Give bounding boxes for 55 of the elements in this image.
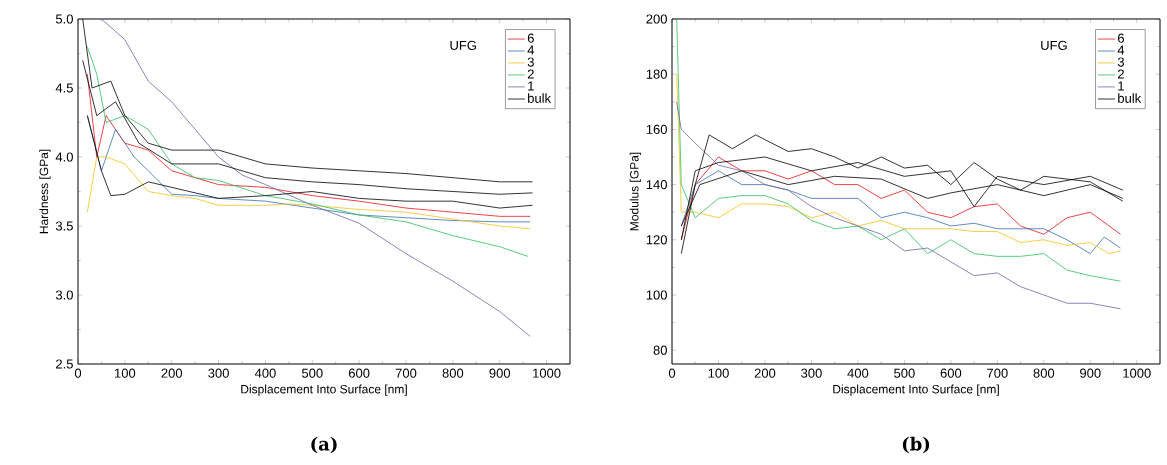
- legend-title: UFG: [1041, 40, 1067, 50]
- y-tick-label: 160: [646, 124, 667, 134]
- x-tick-label: 0: [74, 368, 82, 378]
- x-tick-label: 900: [489, 368, 511, 378]
- x-tick-label: 200: [161, 368, 183, 378]
- x-tick-label: 700: [987, 368, 1008, 378]
- x-tick-label: 1000: [533, 368, 561, 378]
- x-tick-label: 800: [442, 368, 464, 378]
- y-tick-label: 2.5: [56, 359, 73, 369]
- x-axis-title: Displacement Into Surface [nm]: [241, 384, 407, 396]
- x-axis-title: Displacement Into Surface [nm]: [833, 384, 999, 396]
- x-tick-label: 1000: [1123, 368, 1151, 378]
- x-tick-label: 600: [940, 368, 962, 378]
- legend-label: 1: [1118, 81, 1124, 91]
- x-tick-label: 800: [1033, 368, 1055, 378]
- legend-title: UFG: [450, 40, 476, 50]
- legend-label: 2: [527, 69, 534, 79]
- legend-label: 3: [527, 57, 534, 67]
- text: (a): [311, 436, 337, 454]
- legend-label: 6: [527, 33, 534, 43]
- x-tick-label: 600: [348, 368, 370, 378]
- x-tick-label: 200: [754, 368, 776, 378]
- legend-label: bulk: [528, 93, 552, 103]
- y-tick-label: 100: [646, 290, 667, 300]
- x-tick-label: 500: [301, 368, 323, 378]
- x-tick-label: 400: [847, 368, 869, 378]
- x-tick-label: 700: [395, 368, 417, 378]
- y-axis-title: Modulus [GPa]: [629, 152, 641, 231]
- x-tick-label: 400: [254, 368, 276, 378]
- legend-label: 6: [1117, 33, 1124, 43]
- y-tick-label: 4.5: [55, 83, 73, 93]
- legend-label: 1: [528, 81, 534, 91]
- x-tick-label: 300: [208, 368, 229, 378]
- y-tick-label: 80: [653, 345, 667, 355]
- y-tick-label: 200: [646, 14, 667, 24]
- legend-label: bulk: [1118, 93, 1142, 103]
- x-tick-label: 900: [1080, 368, 1101, 378]
- x-tick-label: 500: [894, 368, 915, 378]
- legend-label: 4: [1117, 45, 1125, 55]
- y-tick-label: 3.5: [55, 221, 73, 231]
- x-tick-label: 100: [708, 368, 729, 378]
- y-tick-label: 5.0: [55, 14, 73, 24]
- legend-label: 3: [1117, 57, 1124, 67]
- x-tick-label: 300: [801, 368, 822, 378]
- y-axis-title: Hardness [GPa]: [39, 149, 51, 234]
- legend-label: 4: [527, 45, 535, 55]
- y-tick-label: 140: [646, 179, 667, 190]
- y-tick-label: 3.0: [55, 290, 73, 300]
- y-tick-label: 4.0: [55, 152, 73, 162]
- legend-label: 2: [1117, 69, 1124, 79]
- text: (b): [902, 436, 930, 454]
- y-tick-label: 180: [646, 69, 667, 79]
- y-tick-label: 120: [646, 235, 667, 245]
- x-tick-label: 0: [668, 368, 676, 378]
- x-tick-label: 100: [115, 368, 136, 378]
